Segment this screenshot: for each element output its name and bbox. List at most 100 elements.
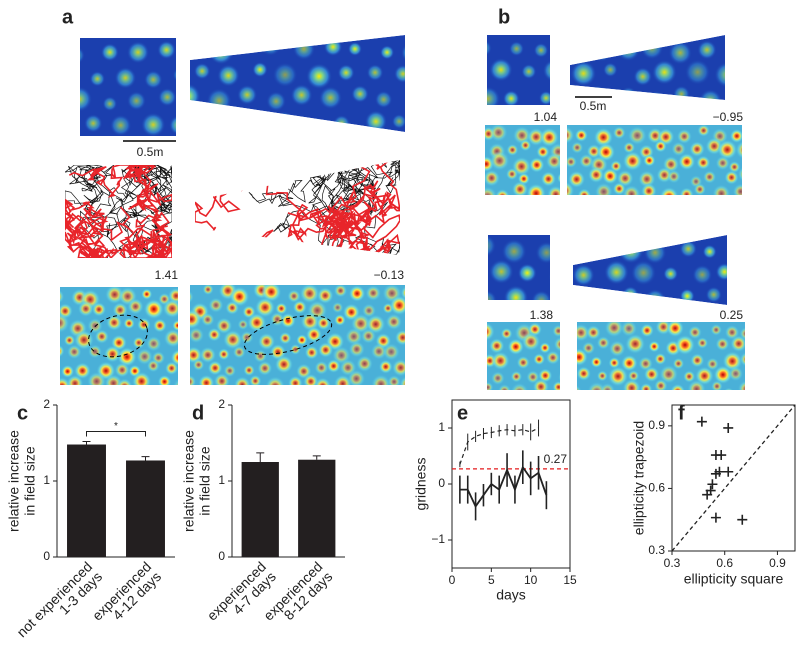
field (259, 35, 282, 56)
field (599, 382, 616, 390)
field (404, 137, 426, 159)
field (487, 202, 503, 218)
field (318, 86, 343, 110)
field (487, 381, 494, 390)
field (254, 297, 276, 318)
field (539, 127, 560, 148)
point (707, 479, 718, 490)
field (712, 400, 723, 411)
field (511, 180, 529, 195)
traj-map (195, 160, 400, 255)
x-tick-label: 0.3 (664, 556, 681, 570)
field (224, 106, 248, 130)
field (697, 125, 710, 137)
field (411, 358, 430, 377)
field (190, 326, 205, 344)
field (678, 152, 696, 171)
field (712, 184, 731, 195)
field (294, 386, 314, 406)
rate-map (488, 235, 582, 300)
field (657, 392, 678, 413)
field (123, 317, 136, 330)
point (702, 489, 713, 500)
error-bar (312, 455, 321, 460)
field (266, 91, 287, 112)
field (488, 290, 497, 300)
gridness-score: 1.04 (534, 110, 558, 124)
field (391, 358, 405, 377)
field (287, 289, 301, 303)
x-tick-label: 0.9 (769, 556, 786, 570)
field (510, 382, 529, 390)
auto-map (60, 287, 178, 385)
field (77, 300, 95, 317)
field (654, 139, 667, 153)
field (314, 360, 329, 375)
field (94, 329, 110, 344)
field (622, 141, 636, 154)
field (506, 143, 519, 157)
field (570, 141, 584, 154)
field (741, 113, 760, 132)
point (737, 514, 748, 525)
map-background (190, 35, 405, 132)
field (535, 241, 550, 264)
y-axis-label: in field size (22, 446, 38, 515)
field (243, 364, 256, 377)
field (673, 85, 690, 100)
field (487, 39, 492, 57)
field (592, 288, 609, 305)
field (74, 362, 92, 380)
field (87, 344, 103, 359)
field (385, 313, 403, 331)
field (676, 128, 693, 145)
field (114, 362, 130, 378)
field (622, 150, 643, 172)
field (702, 244, 717, 259)
field (190, 309, 202, 330)
panel-letter: c (17, 402, 28, 424)
field (604, 259, 629, 285)
y-tick-label: 0.6 (648, 481, 665, 495)
field (605, 202, 620, 217)
field (376, 389, 396, 409)
field (531, 290, 550, 300)
field (237, 84, 258, 105)
field (698, 89, 722, 100)
field (157, 40, 176, 60)
field (568, 241, 582, 255)
field (105, 314, 123, 331)
field (567, 170, 586, 189)
field (370, 343, 388, 360)
y-tick-label: 1 (218, 473, 225, 487)
field (577, 348, 589, 367)
field (643, 241, 667, 264)
field (648, 340, 661, 353)
field (305, 326, 323, 343)
field (502, 90, 520, 105)
field (622, 286, 639, 303)
field (578, 393, 596, 411)
field (404, 313, 405, 330)
y-tick-label: 1 (43, 473, 50, 487)
field (548, 265, 550, 289)
field (596, 370, 608, 382)
field (419, 61, 442, 84)
field (399, 375, 405, 385)
field (347, 369, 366, 385)
field (277, 111, 293, 127)
field (585, 324, 601, 341)
scale-label: 0.5m (580, 99, 607, 113)
field (208, 39, 234, 65)
field (233, 133, 259, 159)
field (202, 285, 214, 296)
field (278, 389, 295, 406)
field (619, 86, 638, 100)
field (185, 136, 207, 158)
trajectory (65, 165, 172, 258)
field (630, 260, 657, 286)
field (126, 91, 147, 111)
field (314, 377, 332, 385)
rate-map (190, 35, 442, 159)
field (366, 390, 377, 401)
